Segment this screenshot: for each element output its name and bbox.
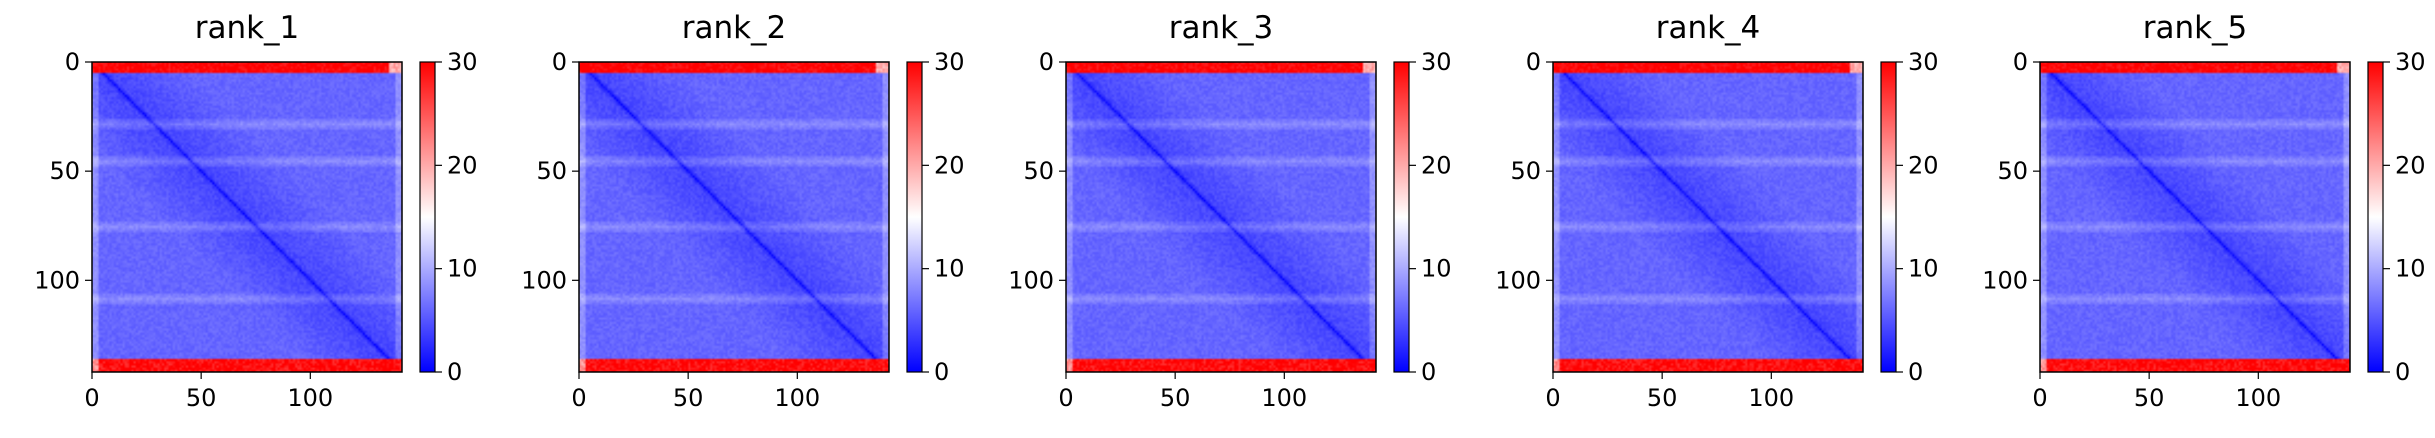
y-tick-label: 50: [1997, 157, 2028, 185]
x-tick-label: 0: [2032, 384, 2047, 412]
colorbar-tick-label: 10: [447, 255, 478, 283]
heatmap-frame: [578, 61, 890, 373]
heatmap-frame: [1552, 61, 1864, 373]
x-tick-label: 100: [287, 384, 333, 412]
y-tick-label: 0: [1039, 48, 1054, 76]
x-tick-label: 100: [2235, 384, 2281, 412]
y-tick-label: 100: [34, 266, 80, 294]
chart-title: rank_3: [1168, 10, 1274, 46]
colorbar-tick-label: 0: [934, 358, 949, 386]
heatmap-svg: 0 50 100 0 50 100 0 10 20 30: [1008, 48, 1452, 412]
heatmap-image: [2040, 62, 2350, 372]
colorbar-tick-label: 30: [934, 48, 965, 76]
heatmap-panel-3: rank_3 0 50 100 0 50 100 0 10 20 30: [974, 0, 1461, 438]
colorbar-tick-label: 30: [447, 48, 478, 76]
heatmap-image: [1066, 62, 1376, 372]
colorbar-tick-label: 20: [447, 151, 478, 179]
colorbar-tick-label: 0: [1421, 358, 1436, 386]
heatmap-svg: 0 50 100 0 50 100 0 10 20 30: [521, 48, 965, 412]
colorbar-frame: [419, 61, 436, 373]
x-tick-label: 0: [571, 384, 586, 412]
x-tick-label: 50: [673, 384, 704, 412]
colorbar: [907, 62, 922, 372]
colorbar-tick-label: 30: [1421, 48, 1452, 76]
y-tick-label: 50: [1510, 157, 1541, 185]
x-tick-label: 0: [1058, 384, 1073, 412]
heatmap-svg: 0 50 100 0 50 100 0 10 20 30: [34, 48, 478, 412]
chart-title: rank_5: [2142, 10, 2248, 46]
chart-title: rank_1: [194, 10, 300, 46]
chart-title: rank_2: [681, 10, 787, 46]
x-tick-label: 100: [774, 384, 820, 412]
x-tick-label: 50: [1647, 384, 1678, 412]
colorbar-tick-label: 10: [2395, 255, 2426, 283]
y-tick-label: 0: [1526, 48, 1541, 76]
colorbar-tick-label: 10: [934, 255, 965, 283]
x-tick-label: 50: [1160, 384, 1191, 412]
colorbar: [1394, 62, 1409, 372]
x-tick-label: 50: [2134, 384, 2165, 412]
chart-title: rank_4: [1655, 10, 1761, 46]
y-tick-label: 100: [1008, 266, 1054, 294]
x-tick-label: 100: [1261, 384, 1307, 412]
heatmap-image: [92, 62, 402, 372]
y-tick-label: 100: [1982, 266, 2028, 294]
heatmap-panel-1: rank_1 0 50 100 0 50 100 0 10 20 30: [0, 0, 487, 438]
colorbar-tick-label: 0: [447, 358, 462, 386]
colorbar-tick-label: 30: [2395, 48, 2426, 76]
colorbar: [2368, 62, 2383, 372]
colorbar-tick-label: 30: [1908, 48, 1939, 76]
colorbar-tick-label: 10: [1908, 255, 1939, 283]
heatmap-frame: [91, 61, 403, 373]
y-tick-label: 50: [49, 157, 80, 185]
colorbar-tick-label: 20: [1421, 151, 1452, 179]
heatmap-image: [579, 62, 889, 372]
heatmap-image: [1553, 62, 1863, 372]
heatmap-frame: [2039, 61, 2351, 373]
y-tick-label: 50: [1023, 157, 1054, 185]
heatmap-svg: 0 50 100 0 50 100 0 10 20 30: [1495, 48, 1939, 412]
y-tick-label: 0: [552, 48, 567, 76]
colorbar-tick-label: 10: [1421, 255, 1452, 283]
heatmap-panel-2: rank_2 0 50 100 0 50 100 0 10 20 30: [487, 0, 974, 438]
colorbar-frame: [2367, 61, 2384, 373]
colorbar-tick-label: 0: [2395, 358, 2410, 386]
heatmap-frame: [1065, 61, 1377, 373]
heatmap-svg: 0 50 100 0 50 100 0 10 20 30: [1982, 48, 2426, 412]
y-tick-label: 0: [2013, 48, 2028, 76]
x-tick-label: 0: [1545, 384, 1560, 412]
y-tick-label: 0: [65, 48, 80, 76]
x-tick-label: 100: [1748, 384, 1794, 412]
colorbar-frame: [1880, 61, 1897, 373]
colorbar-tick-label: 20: [2395, 151, 2426, 179]
x-tick-label: 50: [186, 384, 217, 412]
heatmap-panel-5: rank_5 0 50 100 0 50 100 0 10 20 30: [1948, 0, 2435, 438]
colorbar-tick-label: 20: [934, 151, 965, 179]
y-tick-label: 100: [521, 266, 567, 294]
colorbar-tick-label: 0: [1908, 358, 1923, 386]
colorbar: [420, 62, 435, 372]
colorbar-frame: [906, 61, 923, 373]
y-tick-label: 50: [536, 157, 567, 185]
y-tick-label: 100: [1495, 266, 1541, 294]
colorbar-tick-label: 20: [1908, 151, 1939, 179]
colorbar-frame: [1393, 61, 1410, 373]
heatmap-panel-4: rank_4 0 50 100 0 50 100 0 10 20 30: [1461, 0, 1948, 438]
x-tick-label: 0: [84, 384, 99, 412]
colorbar: [1881, 62, 1896, 372]
